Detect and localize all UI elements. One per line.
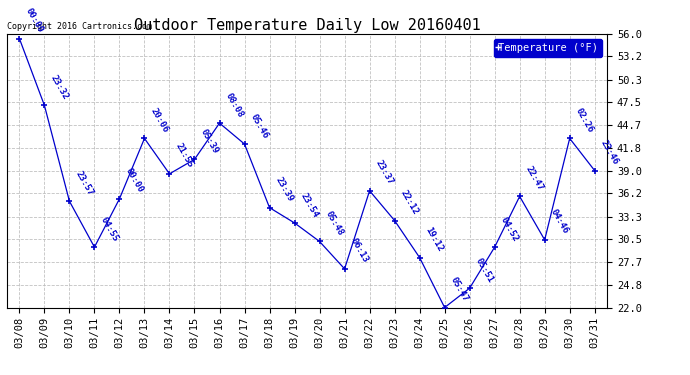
- Text: 05:51: 05:51: [474, 256, 495, 284]
- Text: 23:37: 23:37: [374, 159, 395, 187]
- Text: 23:39: 23:39: [274, 176, 295, 204]
- Text: 21:55: 21:55: [174, 142, 195, 170]
- Text: 22:12: 22:12: [399, 189, 420, 216]
- Text: 00:00: 00:00: [124, 167, 145, 195]
- Text: 04:46: 04:46: [549, 208, 570, 236]
- Text: 04:55: 04:55: [99, 215, 120, 243]
- Text: 06:13: 06:13: [348, 237, 370, 265]
- Text: 04:52: 04:52: [499, 215, 520, 243]
- Text: 23:54: 23:54: [299, 191, 320, 219]
- Text: 05:46: 05:46: [248, 112, 270, 140]
- Text: 22:47: 22:47: [524, 165, 545, 192]
- Text: 20:06: 20:06: [148, 106, 170, 134]
- Legend: Temperature (°F): Temperature (°F): [493, 39, 602, 57]
- Text: 05:48: 05:48: [324, 210, 345, 237]
- Text: 02:26: 02:26: [574, 106, 595, 134]
- Text: 05:39: 05:39: [199, 128, 220, 155]
- Text: Copyright 2016 Cartronics.com: Copyright 2016 Cartronics.com: [7, 22, 152, 31]
- Text: 05:47: 05:47: [448, 276, 470, 303]
- Text: 23:32: 23:32: [48, 74, 70, 101]
- Text: 08:08: 08:08: [224, 91, 245, 119]
- Text: 00:00: 00:00: [23, 7, 45, 34]
- Text: 23:46: 23:46: [599, 139, 620, 166]
- Title: Outdoor Temperature Daily Low 20160401: Outdoor Temperature Daily Low 20160401: [134, 18, 480, 33]
- Text: 23:57: 23:57: [74, 169, 95, 197]
- Text: 19:12: 19:12: [424, 226, 445, 254]
